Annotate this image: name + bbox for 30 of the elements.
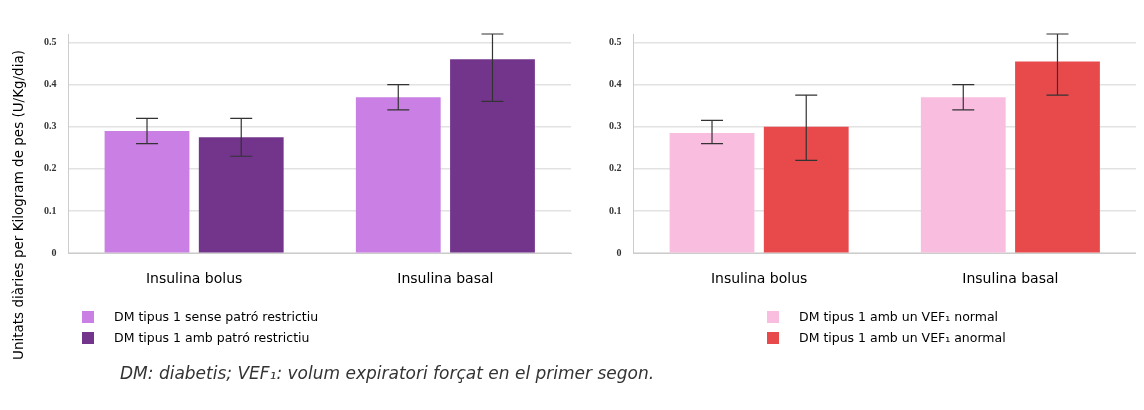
- bar: [198, 137, 284, 253]
- text: DM: diabetis; VEF₁: volum expiratori forçat en el primer segon.: [120, 363, 655, 383]
- y-tick-label: 0: [51, 246, 57, 258]
- bar: [1015, 61, 1100, 253]
- y-tick-label: 0.1: [609, 204, 622, 216]
- bar: [763, 126, 849, 253]
- y-tick-label: 0.1: [44, 204, 57, 216]
- y-tick-label: 0.2: [609, 162, 622, 174]
- x-tick-label: Insulina bolus: [145, 270, 243, 287]
- bar: [450, 59, 535, 253]
- y-tick-label: 0.4: [609, 78, 622, 90]
- x-tick-label: Insulina bolus: [710, 270, 808, 287]
- bar: [355, 97, 441, 253]
- legend-label: DM tipus 1 sense patró restrictiu: [114, 309, 319, 324]
- y-tick-label: 0.2: [44, 162, 57, 174]
- bar: [920, 97, 1006, 253]
- y-tick-label: 0.5: [44, 36, 57, 48]
- legend-label: DM tipus 1 amb un VEF₁ anormal: [799, 330, 1006, 345]
- y-tick-label: 0.3: [609, 120, 622, 132]
- x-tick-label: Insulina basal: [962, 270, 1059, 287]
- bar: [669, 133, 755, 253]
- y-tick-label: 0: [616, 246, 622, 258]
- bar: [104, 130, 190, 253]
- legend-label: DM tipus 1 amb un VEF₁ normal: [799, 309, 999, 324]
- x-tick-label: Insulina basal: [397, 270, 494, 287]
- y-tick-label: 0.4: [44, 78, 57, 90]
- legend-label: DM tipus 1 amb patró restrictiu: [114, 330, 310, 345]
- y-tick-label: 0.3: [44, 120, 57, 132]
- y-tick-label: 0.5: [609, 36, 622, 48]
- y-axis-title: Unitats diàries per Kilogram de pes (U/Kg/dia): [10, 50, 27, 360]
